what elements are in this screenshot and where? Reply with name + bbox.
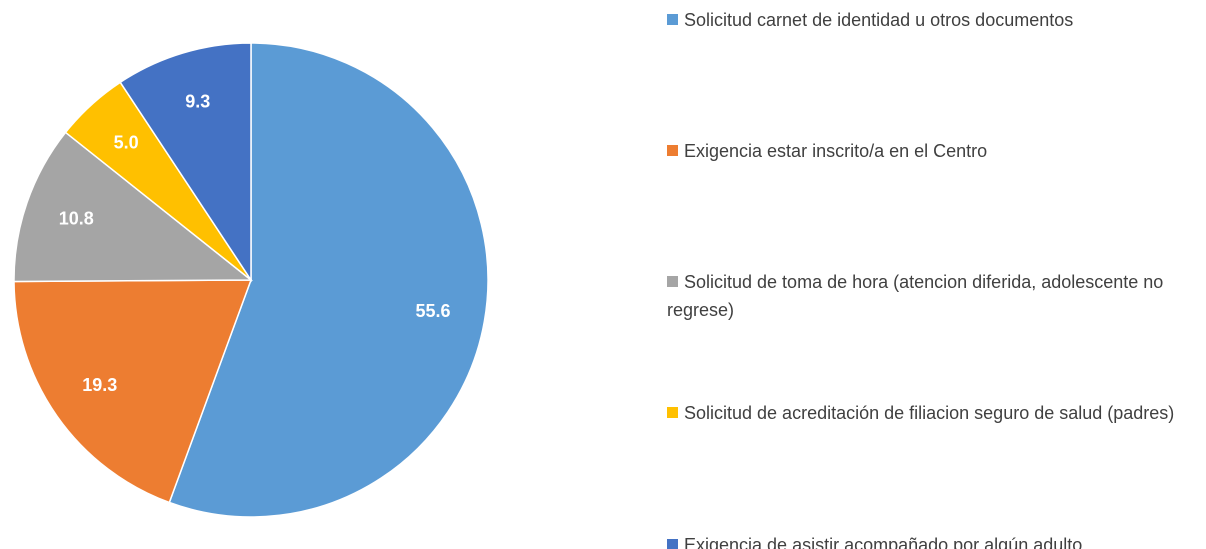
legend-label: Solicitud de toma de hora (atencion dife… <box>667 272 1164 320</box>
legend-swatch <box>667 145 678 156</box>
legend-label: Exigencia estar inscrito/a en el Centro <box>684 141 988 161</box>
legend-label: Solicitud carnet de identidad u otros do… <box>684 10 1074 30</box>
legend-swatch <box>667 407 678 418</box>
value-label: 19.3 <box>82 375 117 395</box>
pie-slice <box>13 131 254 283</box>
value-label: 9.3 <box>185 92 210 112</box>
value-label: 5.0 <box>114 132 139 152</box>
legend-swatch <box>667 14 678 25</box>
legend-swatch <box>667 276 678 287</box>
legend-label: Exigencia de asistir acompañado por algú… <box>684 535 1083 549</box>
pie-slice <box>168 42 489 518</box>
legend-label: Solicitud de acreditación de filiacion s… <box>684 403 1175 423</box>
legend-swatch <box>667 539 678 549</box>
legend-item: Solicitud de acreditación de filiacion s… <box>667 399 1202 427</box>
value-label: 10.8 <box>59 208 94 228</box>
legend-item: Solicitud carnet de identidad u otros do… <box>667 6 1202 34</box>
pie-slice <box>13 279 253 504</box>
legend-item: Solicitud de toma de hora (atencion dife… <box>667 268 1202 324</box>
value-label: 55.6 <box>415 301 450 321</box>
legend-item: Exigencia de asistir acompañado por algú… <box>667 531 1202 549</box>
pie-slice <box>119 42 252 283</box>
legend-item: Exigencia estar inscrito/a en el Centro <box>667 137 1202 165</box>
